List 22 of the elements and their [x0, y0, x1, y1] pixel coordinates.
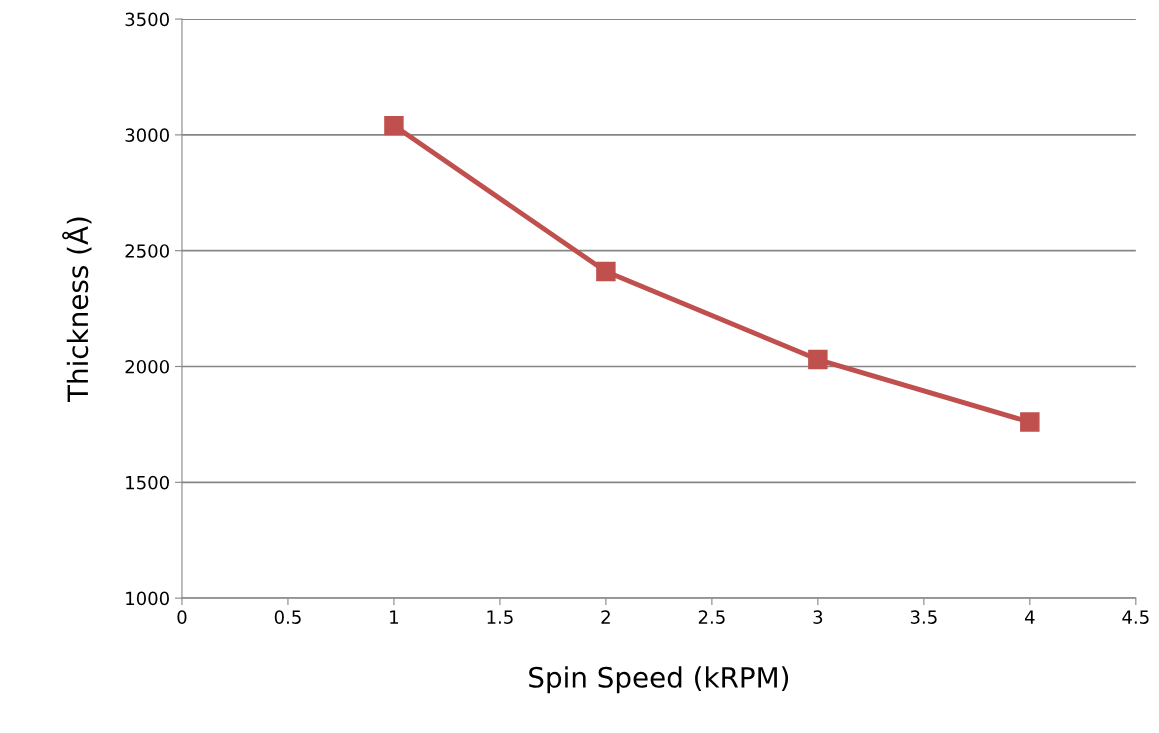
x-tick-label: 1 [390, 610, 399, 624]
x-tick-label: 4 [1024, 610, 1035, 624]
point [1020, 412, 1040, 432]
x-tick-label: 2.5 [698, 610, 725, 624]
y-axis-title: Thickness (Å) [62, 217, 92, 403]
x-axis-title: Spin Speed (kRPM) [529, 666, 789, 694]
x-tick-label: 2 [601, 610, 610, 624]
x-tick-label: 3.5 [910, 610, 937, 624]
point [596, 261, 616, 282]
y-tick-label: 2500 [125, 244, 169, 258]
y-tick-label: 1000 [126, 591, 169, 606]
y-tick-label: 1500 [126, 475, 169, 490]
x-tick-label: 0.5 [274, 610, 301, 624]
y-tick-label: 2000 [125, 359, 169, 374]
x-tick-label: 0 [177, 610, 187, 624]
x-tick-label: 3 [813, 610, 823, 624]
y-tick-label: 3500 [125, 12, 169, 27]
point [384, 115, 404, 136]
x-tick-label: 1.5 [487, 610, 513, 624]
point [808, 349, 828, 370]
y-tick-label: 3000 [125, 128, 169, 142]
x-tick-label: 4.5 [1122, 610, 1149, 624]
